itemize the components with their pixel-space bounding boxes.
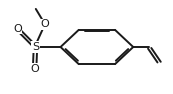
Text: O: O	[41, 19, 49, 29]
Text: S: S	[32, 42, 39, 52]
Text: O: O	[30, 64, 39, 74]
Text: O: O	[13, 24, 22, 34]
